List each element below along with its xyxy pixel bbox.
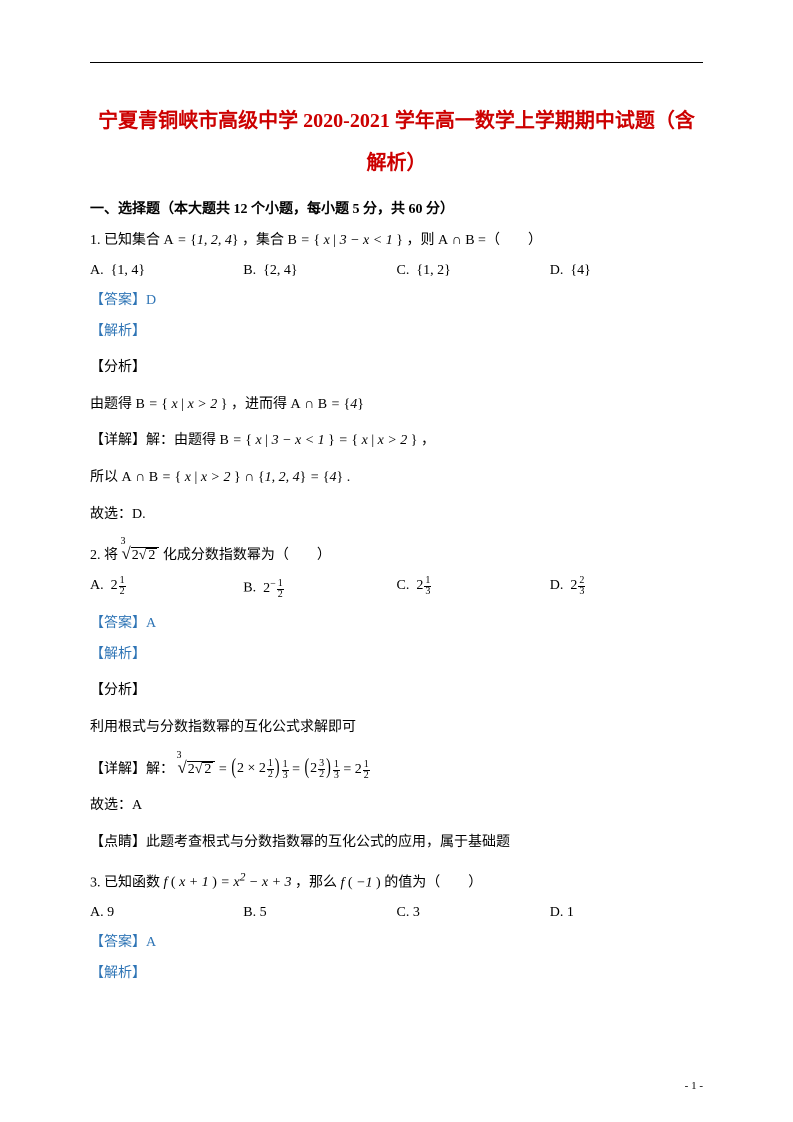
q1-optD: D. {4}	[550, 263, 703, 279]
q1-optA: A. {1, 4}	[90, 263, 243, 279]
q3-stem: 3. 已知函数 f ( x + 1 ) = x2 − x + 3 ，那么 f (…	[90, 867, 703, 897]
q2-optC-label: C.	[397, 578, 410, 593]
q1-post: =（ ）	[478, 233, 542, 248]
q1-optC: C. {1, 2}	[397, 263, 550, 279]
top-rule	[90, 62, 703, 63]
page-number: - 1 -	[685, 1080, 703, 1092]
q3-optD-val: 1	[567, 905, 574, 920]
q2-fenxi: 【分析】	[90, 678, 703, 705]
q3-optC-label: C.	[397, 905, 410, 920]
q2-optA-val: 212	[111, 578, 126, 593]
q2-detail-rad: √2√2	[178, 752, 216, 784]
q1-setA: A = {1, 2, 4}	[164, 233, 239, 248]
q1-optB-label: B.	[243, 263, 256, 278]
q1-answer: 【答案】D	[90, 289, 703, 309]
q1-AcapB: A ∩ B	[438, 233, 475, 248]
q1-ana-res: A ∩ B = {4}	[290, 397, 364, 412]
q1-options: A. {1, 4} B. {2, 4} C. {1, 2} D. {4}	[90, 263, 703, 279]
q1-detail: 【详解】解：由题得 B = { x | 3 − x < 1 } = { x | …	[90, 428, 703, 455]
q3-optA: A. 9	[90, 905, 243, 921]
q1-pre: 1. 已知集合	[90, 233, 164, 248]
q2-optD-label: D.	[550, 578, 564, 593]
q1-mid2: ，则	[406, 233, 438, 248]
q2-analysis: 利用根式与分数指数幂的互化公式求解即可	[90, 715, 703, 742]
q2-options: A. 212 B. 2−12 C. 213 D. 223	[90, 578, 703, 602]
q2-detail: 【详解】解： √2√2 = (2 × 212)13 = (232)13 = 21…	[90, 752, 703, 784]
q2-answer: 【答案】A	[90, 612, 703, 632]
q2-eq: = (2 × 212)13 = (232)13 = 212	[219, 762, 370, 777]
q1-detail-set: B = { x | 3 − x < 1 } = { x | x > 2 }	[220, 433, 418, 448]
q1-optC-val: {1, 2}	[413, 263, 451, 278]
q2-dianjing: 【点睛】此题考查根式与分数指数幂的互化公式的应用，属于基础题	[90, 830, 703, 857]
q3-f1: f ( x + 1 ) = x2 − x + 3	[164, 875, 292, 890]
q3-optA-label: A.	[90, 905, 104, 920]
q3-answer-val: A	[146, 935, 156, 950]
q2-optB-val: 2−12	[263, 581, 284, 596]
q1-stem: 1. 已知集合 A = {1, 2, 4} ，集合 B = { x | 3 − …	[90, 228, 703, 255]
q2-answer-val: A	[146, 616, 156, 631]
q3-post: 的值为（ ）	[384, 875, 482, 890]
q1-detail-post: ，	[421, 433, 435, 448]
q1-optA-val: {1, 4}	[107, 263, 145, 278]
doc-title: 宁夏青铜峡市高级中学 2020-2021 学年高一数学上学期期中试题（含 解析）	[90, 100, 703, 184]
q3-optB: B. 5	[243, 905, 396, 921]
q3-answer-label: 【答案】	[90, 935, 146, 950]
q3-optD: D. 1	[550, 905, 703, 921]
q3-optD-label: D.	[550, 905, 564, 920]
section-1-heading: 一、选择题（本大题共 12 个小题，每小题 5 分，共 60 分）	[90, 198, 703, 218]
q1-detail-label: 【详解】解：由题得	[90, 433, 220, 448]
q3-optB-val: 5	[260, 905, 267, 920]
q2-optA-label: A.	[90, 578, 104, 593]
q2-radical: √2√2	[122, 538, 160, 570]
q1-optD-label: D.	[550, 263, 564, 278]
q1-guxuan: 故选：D.	[90, 502, 703, 529]
q1-optB-val: {2, 4}	[260, 263, 298, 278]
q2-optB-label: B.	[243, 581, 256, 596]
q2-optA: A. 212	[90, 578, 243, 602]
q1-so-expr: A ∩ B = { x | x > 2 } ∩ {1, 2, 4} = {4}	[122, 470, 344, 485]
q2-optB: B. 2−12	[243, 578, 396, 602]
q1-ana-mid: ，进而得	[231, 397, 291, 412]
q2-detail-label: 【详解】解：	[90, 762, 174, 777]
q2-post: 化成分数指数幂为（ ）	[163, 548, 331, 563]
q2-answer-label: 【答案】	[90, 616, 146, 631]
q1-mid1: ，集合	[242, 233, 288, 248]
q1-setB: B = { x | 3 − x < 1 }	[288, 233, 403, 248]
q1-fenxi: 【分析】	[90, 355, 703, 382]
q3-pre: 3. 已知函数	[90, 875, 164, 890]
q3-optC: C. 3	[397, 905, 550, 921]
q2-pre: 2. 将	[90, 548, 122, 563]
q3-optC-val: 3	[413, 905, 420, 920]
q2-jiexi: 【解析】	[90, 642, 703, 669]
q2-optC-val: 213	[416, 578, 431, 593]
q1-answer-label: 【答案】	[90, 293, 146, 308]
q1-ana-set: B = { x | x > 2 }	[136, 397, 228, 412]
q2-guxuan: 故选：A	[90, 793, 703, 820]
q2-stem: 2. 将 √2√2 化成分数指数幂为（ ）	[90, 538, 703, 570]
q2-optD: D. 223	[550, 578, 703, 602]
q2-optD-val: 223	[570, 578, 585, 593]
q1-answer-val: D	[146, 293, 156, 308]
q3-answer: 【答案】A	[90, 931, 703, 951]
q1-optC-label: C.	[397, 263, 410, 278]
q1-so-post: .	[347, 470, 351, 485]
q1-jiexi: 【解析】	[90, 319, 703, 346]
q3-f2: f ( −1 )	[341, 875, 381, 890]
title-line-2: 解析）	[367, 152, 427, 174]
q3-optB-label: B.	[243, 905, 256, 920]
q3-jiexi: 【解析】	[90, 961, 703, 988]
q1-optA-label: A.	[90, 263, 104, 278]
q3-options: A. 9 B. 5 C. 3 D. 1	[90, 905, 703, 921]
q1-so: 所以 A ∩ B = { x | x > 2 } ∩ {1, 2, 4} = {…	[90, 465, 703, 492]
q3-mid: ，那么	[295, 875, 341, 890]
q1-optB: B. {2, 4}	[243, 263, 396, 279]
q1-optD-val: {4}	[567, 263, 591, 278]
q1-ana-pre: 由题得	[90, 397, 136, 412]
q1-analysis: 由题得 B = { x | x > 2 } ，进而得 A ∩ B = {4}	[90, 392, 703, 419]
title-line-1: 宁夏青铜峡市高级中学 2020-2021 学年高一数学上学期期中试题（含	[98, 110, 695, 132]
q2-optC: C. 213	[397, 578, 550, 602]
q1-so-pre: 所以	[90, 470, 122, 485]
q3-optA-val: 9	[107, 905, 114, 920]
